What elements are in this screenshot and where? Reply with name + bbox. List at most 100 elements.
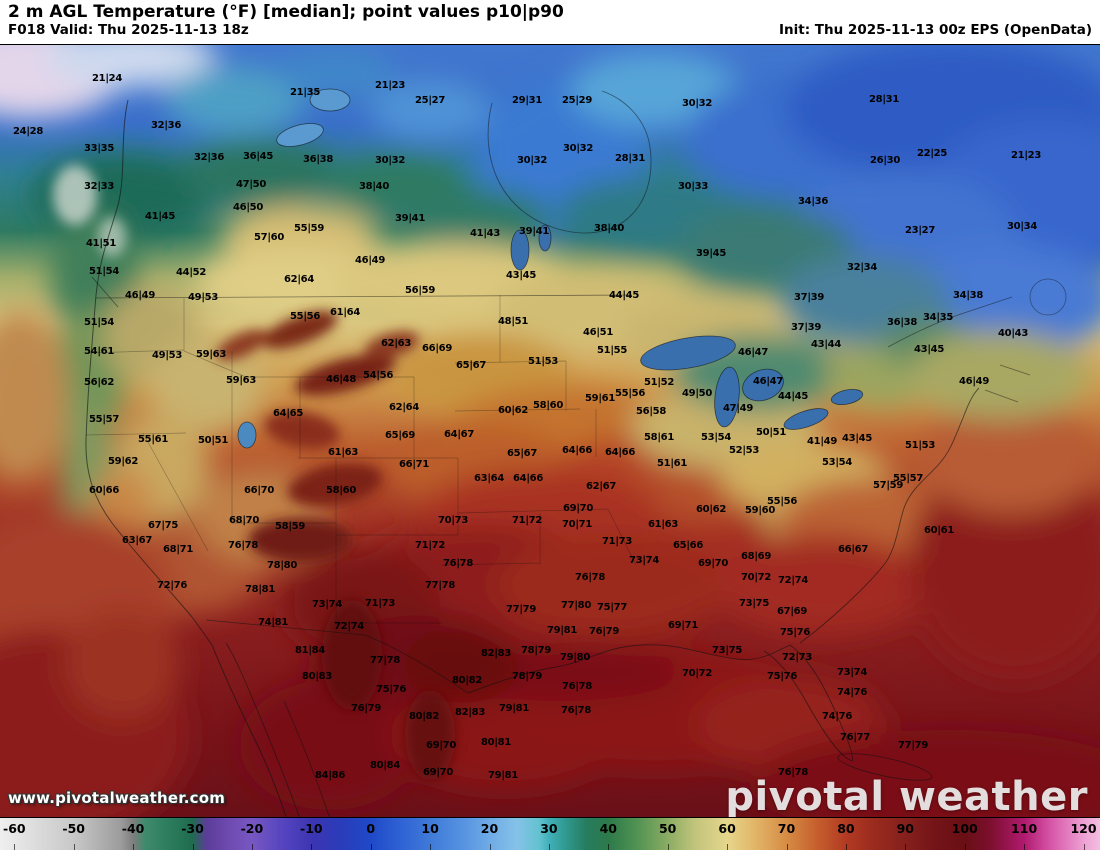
point-value: 51|53 (905, 440, 935, 451)
point-value: 62|63 (381, 338, 411, 349)
point-value: 69|70 (426, 740, 456, 751)
point-value: 40|43 (998, 328, 1028, 339)
point-value: 64|66 (562, 445, 592, 456)
point-value: 76|78 (561, 705, 591, 716)
colorbar-tick-label: 10 (421, 821, 439, 836)
point-value: 73|75 (712, 645, 742, 656)
point-value: 25|29 (562, 95, 592, 106)
point-value: 79|81 (488, 770, 518, 781)
point-value: 36|45 (243, 151, 273, 162)
point-value: 63|64 (474, 473, 504, 484)
point-value: 60|61 (924, 525, 954, 536)
point-value: 39|41 (395, 213, 425, 224)
colorbar-tick-mark (192, 844, 194, 850)
point-value: 46|48 (326, 374, 356, 385)
point-value: 67|69 (777, 606, 807, 617)
colorbar-tick-label: -50 (62, 821, 85, 836)
model-init-time: Init: Thu 2025-11-13 00z EPS (OpenData) (778, 22, 1092, 39)
point-value: 51|54 (89, 266, 119, 277)
point-value: 43|44 (811, 339, 841, 350)
map-title: 2 m AGL Temperature (°F) [median]; point… (8, 2, 564, 22)
point-value: 46|47 (753, 376, 783, 387)
point-value: 47|49 (723, 403, 753, 414)
map-area: 21|24 21|35 21|23 25|27 29|31 25|29 30|32 28|31… (0, 44, 1100, 818)
point-value: 76|78 (562, 681, 592, 692)
point-value: 32|33 (84, 181, 114, 192)
colorbar-tick-mark (73, 844, 75, 850)
point-value: 76|79 (351, 703, 381, 714)
point-value: 39|45 (696, 248, 726, 259)
point-value: 74|76 (837, 687, 867, 698)
point-value: 81|84 (295, 645, 325, 656)
point-value: 58|60 (326, 485, 356, 496)
point-value: 54|56 (363, 370, 393, 381)
point-value: 34|36 (798, 196, 828, 207)
point-value: 53|54 (701, 432, 731, 443)
colorbar-tick-label: 50 (658, 821, 677, 836)
point-value: 67|75 (148, 520, 178, 531)
point-value: 63|67 (122, 535, 152, 546)
point-value: 66|67 (838, 544, 868, 555)
point-value: 32|34 (847, 262, 877, 273)
point-value: 68|71 (163, 544, 193, 555)
colorbar-tick-label: -30 (181, 821, 204, 836)
point-value: 62|67 (586, 481, 616, 492)
point-value: 30|33 (678, 181, 708, 192)
pivotal-weather-logo: pivotal weather (725, 774, 1088, 818)
point-value: 22|25 (917, 148, 947, 159)
point-value: 51|54 (84, 317, 114, 328)
point-value: 84|86 (315, 770, 345, 781)
colorbar-tick-label: 30 (540, 821, 558, 836)
point-value: 77|79 (506, 604, 536, 615)
point-value: 76|78 (228, 540, 258, 551)
point-value: 28|31 (615, 153, 645, 164)
color-scale: -60 -50 -40 -30 -20 -10 0 10 20 30 40 50 60 70 80 90 100… (0, 818, 1100, 850)
colorbar-tick-mark (1024, 844, 1026, 850)
colorbar-tick-mark (1083, 844, 1085, 850)
colorbar-tick-mark (845, 844, 847, 850)
point-value: 41|51 (86, 238, 116, 249)
point-value: 38|40 (594, 223, 624, 234)
point-value: 51|61 (657, 458, 687, 469)
point-value: 80|82 (409, 711, 439, 722)
point-value: 71|73 (365, 598, 395, 609)
terrain-detail-layer (53, 165, 455, 780)
point-value: 77|80 (561, 600, 591, 611)
colorbar-tick-label: -20 (240, 821, 264, 836)
colorbar-tick-label: 100 (951, 821, 978, 836)
colorbar-tick-label: -10 (300, 821, 323, 836)
point-value: 37|39 (791, 322, 821, 333)
point-value: 78|79 (521, 645, 551, 656)
point-value: 69|71 (668, 620, 698, 631)
colorbar-tick-label: 70 (777, 821, 796, 836)
colorbar-tick-label: 110 (1011, 821, 1038, 836)
point-value: 70|72 (682, 668, 712, 679)
point-value: 55|61 (138, 434, 168, 445)
point-value: 54|61 (84, 346, 114, 357)
point-value: 60|62 (498, 405, 528, 416)
map-subheader: F018 Valid: Thu 2025-11-13 18z Init: Thu… (0, 22, 1100, 39)
colorbar-tick-mark (370, 844, 372, 850)
point-value: 61|64 (330, 307, 360, 318)
point-value: 24|28 (13, 126, 43, 137)
point-value: 34|38 (953, 290, 983, 301)
point-value: 60|62 (696, 504, 726, 515)
point-value: 39|41 (519, 226, 549, 237)
colorbar-tick-mark (251, 844, 253, 850)
point-value: 74|76 (822, 711, 852, 722)
point-value: 78|81 (245, 584, 275, 595)
point-value: 64|66 (513, 473, 543, 484)
point-value: 60|66 (89, 485, 119, 496)
point-value: 65|67 (507, 448, 537, 459)
colorbar-tick-label: 20 (480, 821, 499, 836)
point-value: 43|45 (914, 344, 944, 355)
point-value: 52|53 (729, 445, 759, 456)
point-value: 71|72 (415, 540, 445, 551)
point-value: 30|32 (517, 155, 547, 166)
point-value: 64|65 (273, 408, 303, 419)
point-value: 33|35 (84, 143, 114, 154)
point-value: 48|51 (498, 316, 528, 327)
colorbar-tick-mark (14, 844, 16, 850)
point-value: 66|71 (399, 459, 429, 470)
colorbar-tick-mark (964, 844, 966, 850)
